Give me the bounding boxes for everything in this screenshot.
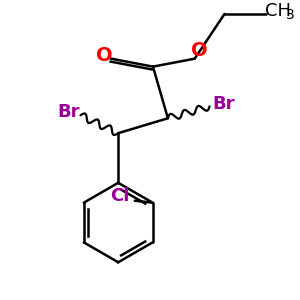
Text: O: O xyxy=(191,41,208,60)
Text: Br: Br xyxy=(212,95,235,113)
Text: 3: 3 xyxy=(286,8,294,22)
Text: Br: Br xyxy=(57,103,80,121)
Text: O: O xyxy=(96,46,112,65)
Text: CH: CH xyxy=(265,2,291,20)
Text: Cl: Cl xyxy=(110,187,130,205)
